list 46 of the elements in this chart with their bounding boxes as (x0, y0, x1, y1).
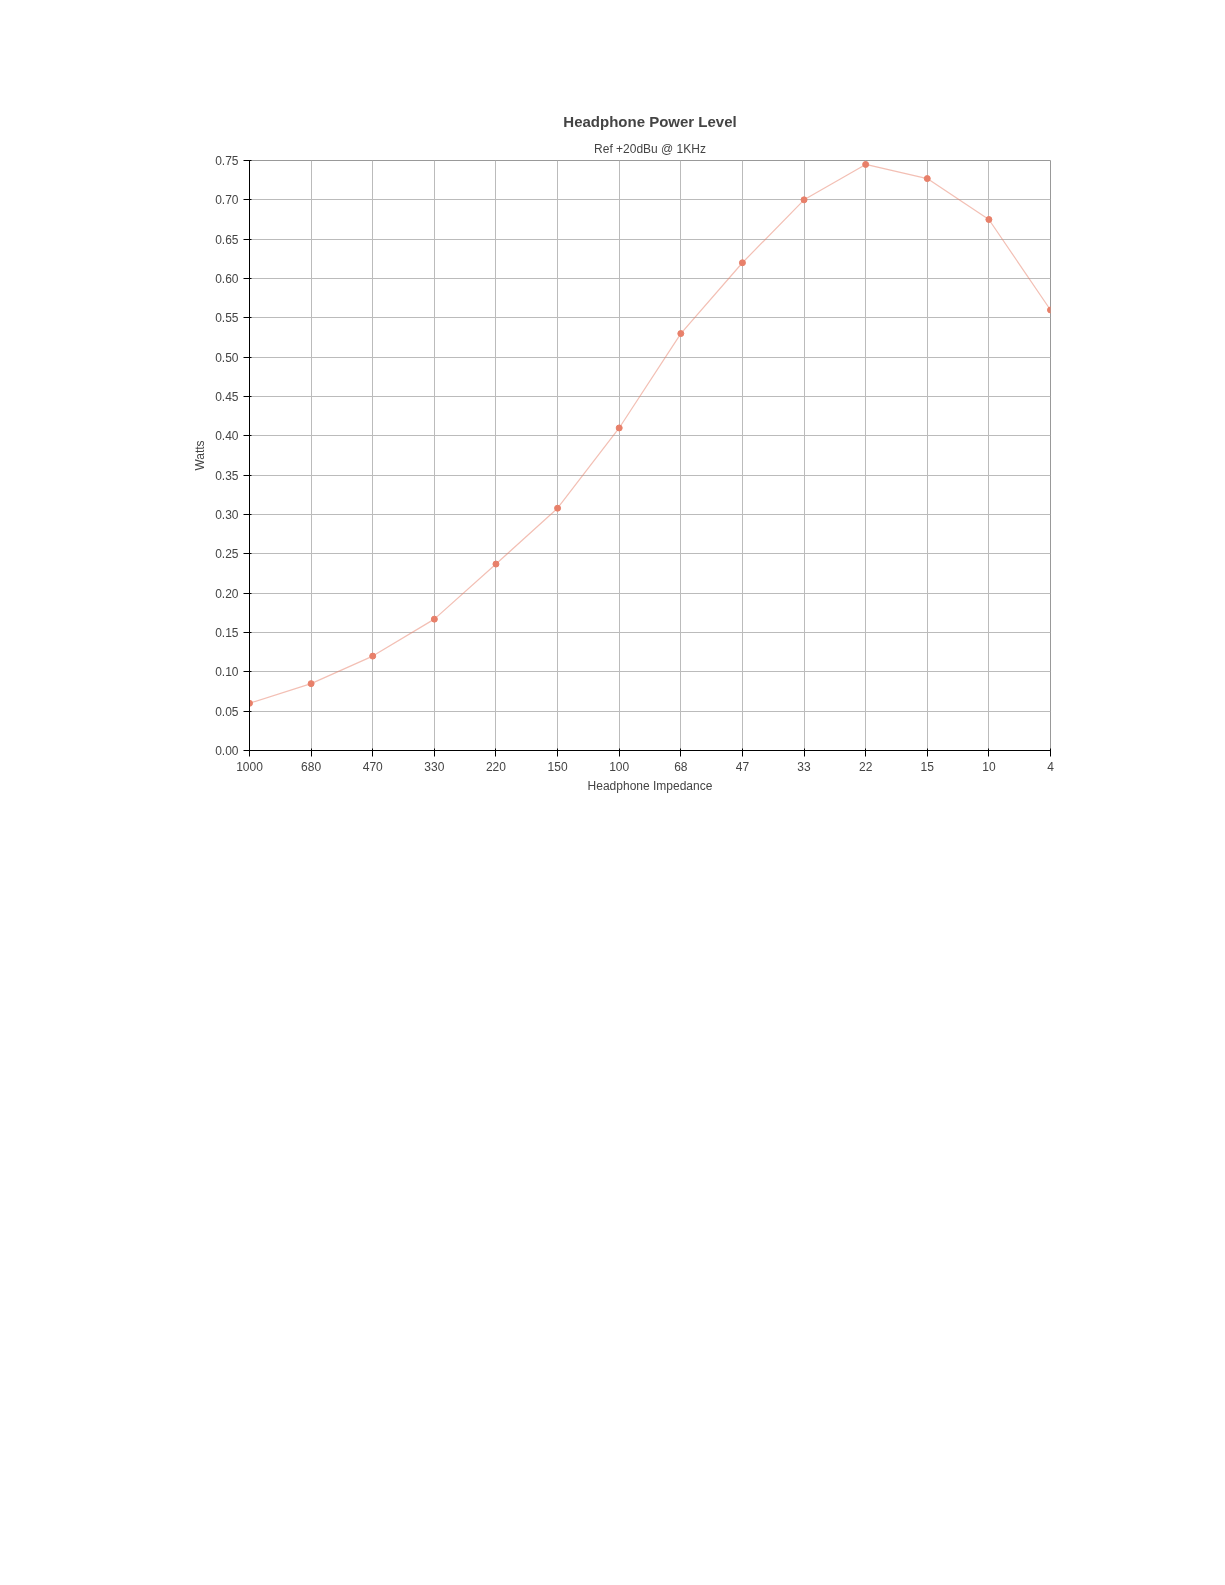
x-tick-label: 330 (424, 759, 445, 774)
y-tick-label: 0.10 (215, 665, 239, 680)
y-tick-label: 0.15 (215, 626, 239, 640)
y-tick-label: 0.25 (215, 547, 239, 562)
y-tick-label: 0.50 (215, 350, 239, 365)
x-tick-label: 68 (674, 759, 688, 774)
x-tick-label: 470 (362, 759, 384, 774)
point (554, 504, 562, 512)
y-tick-label: 0.00 (215, 744, 239, 758)
y-tick-label: 0.35 (215, 468, 239, 483)
x-tick-label: 4 (1047, 759, 1055, 774)
point (307, 680, 315, 688)
y-tick-label: 0.40 (215, 429, 239, 444)
x-tick-label: 47 (735, 759, 750, 774)
y-tick-label: 0.20 (215, 586, 239, 601)
y-axis-title: Watts (193, 440, 208, 471)
x-tick-label: 220 (485, 759, 507, 774)
x-tick-label: 150 (547, 759, 568, 774)
point (615, 424, 623, 432)
chart-title: Headphone Power Level (563, 112, 737, 130)
x-tick-label: 100 (609, 759, 630, 774)
y-tick-label: 0.65 (215, 232, 239, 247)
y-tick-label: 0.75 (215, 154, 239, 168)
y-tick-label: 0.55 (215, 311, 239, 326)
x-tick-label: 33 (797, 759, 812, 774)
x-tick-label: 10 (982, 759, 996, 774)
y-tick-label: 0.60 (215, 272, 239, 286)
point (430, 615, 438, 623)
x-tick-label: 680 (301, 759, 322, 774)
y-tick-label: 0.70 (215, 193, 239, 208)
point (923, 175, 931, 183)
x-tick-label: 1000 (236, 759, 264, 774)
y-tick-label: 0.05 (215, 704, 239, 719)
point (985, 216, 993, 223)
y-tick-label: 0.30 (215, 508, 239, 522)
point (800, 196, 808, 204)
point (677, 330, 685, 338)
chart-subtitle: Ref +20dBu @ 1KHz (594, 141, 706, 156)
point (738, 259, 746, 267)
x-tick-label: 22 (858, 759, 873, 774)
x-axis-title: Headphone Impedance (587, 778, 713, 793)
x-tick-label: 15 (920, 759, 935, 774)
point (369, 652, 377, 660)
point (862, 160, 870, 168)
y-tick-label: 0.45 (215, 390, 239, 404)
point (492, 560, 500, 568)
